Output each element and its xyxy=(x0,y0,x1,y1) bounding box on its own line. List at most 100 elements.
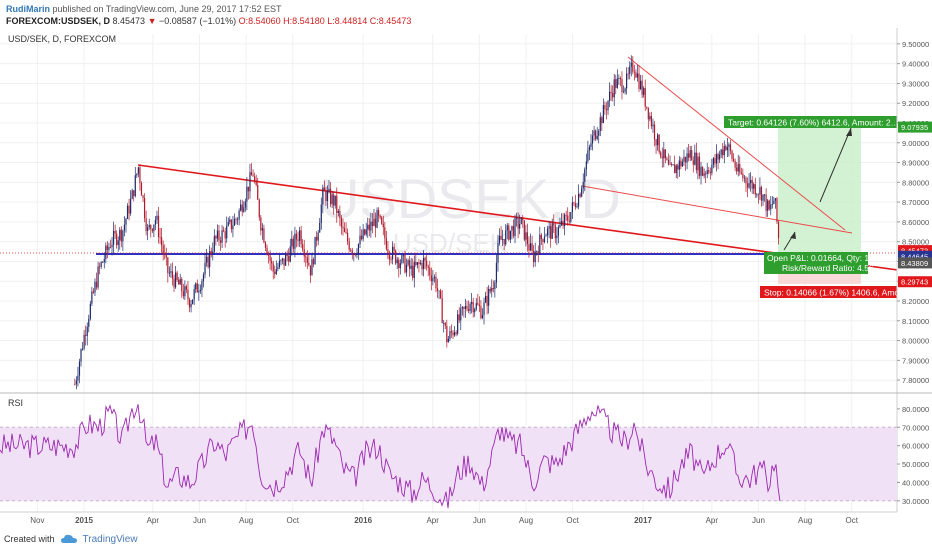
candle-body xyxy=(771,204,773,205)
candle-body xyxy=(477,303,479,305)
candle-body xyxy=(91,291,93,304)
target-zone[interactable] xyxy=(778,125,861,253)
candle-body xyxy=(694,152,696,165)
x-tick-label: Jun xyxy=(752,516,765,525)
candle-body xyxy=(461,307,463,309)
candle-body xyxy=(94,281,96,293)
candle-body xyxy=(748,183,750,188)
candle-body xyxy=(568,220,570,222)
candle-body xyxy=(762,194,764,201)
candle-body xyxy=(240,204,242,211)
candle-body xyxy=(526,232,529,245)
candle-body xyxy=(488,288,490,306)
candle-body xyxy=(484,295,487,303)
candle-body xyxy=(283,258,285,266)
candle-body xyxy=(632,62,634,72)
time-axis[interactable] xyxy=(0,512,932,528)
candle-body xyxy=(384,227,386,239)
candle-body xyxy=(373,218,375,227)
candle-body xyxy=(112,230,115,245)
channel-upper-line[interactable] xyxy=(627,56,846,231)
candle-body xyxy=(288,256,290,262)
candle-body xyxy=(381,217,383,224)
candle-body xyxy=(244,201,246,208)
candle-body xyxy=(109,247,112,248)
candle-body xyxy=(303,249,305,257)
candle-body xyxy=(554,225,556,239)
candle-body xyxy=(756,194,758,196)
author-link[interactable]: RudiMarin xyxy=(6,4,50,14)
candles[interactable] xyxy=(74,55,780,390)
candle-body xyxy=(128,205,130,214)
candle-body xyxy=(601,117,603,124)
candle-body xyxy=(426,260,428,267)
candle-body xyxy=(598,131,600,136)
candle-body xyxy=(422,257,425,270)
candle-body xyxy=(740,172,742,174)
candle-body xyxy=(243,207,245,212)
candle-body xyxy=(591,135,594,144)
candle-body xyxy=(691,150,693,161)
target-label[interactable]: Target: 0.64126 (7.60%) 6412.6, Amount: … xyxy=(724,116,899,128)
created-with-label: Created with xyxy=(4,534,55,544)
target-arrowhead-icon xyxy=(846,128,852,136)
candle-body xyxy=(261,228,263,231)
candle-body xyxy=(421,262,423,270)
candle-body xyxy=(343,228,346,232)
candle-body xyxy=(674,164,676,174)
candle-body xyxy=(624,88,626,92)
candle-body xyxy=(342,226,344,229)
channel-lower-line[interactable] xyxy=(581,185,853,234)
candle-body xyxy=(615,79,617,88)
candle-body xyxy=(731,150,733,159)
candle-body xyxy=(322,187,324,205)
candle-body xyxy=(447,338,449,343)
candle-body xyxy=(292,238,294,249)
candle-body xyxy=(613,79,615,98)
chart-svg[interactable]: USDSEK, D USD/SEK USD/SEK, D, FOREXCOM T… xyxy=(0,28,932,528)
candle-body xyxy=(305,256,307,258)
x-tick-label: Aug xyxy=(239,516,253,525)
candle-body xyxy=(542,239,544,243)
price-tag xyxy=(898,250,932,262)
candle-body xyxy=(221,230,223,243)
chart-frame[interactable]: USDSEK, D USD/SEK USD/SEK, D, FOREXCOM T… xyxy=(0,28,932,528)
candle-body xyxy=(714,158,716,164)
candle-body xyxy=(500,235,502,240)
candle-body xyxy=(181,278,183,292)
candle-body xyxy=(646,106,648,108)
candle-body xyxy=(534,251,536,263)
candle-body xyxy=(629,66,631,74)
candle-body xyxy=(639,80,642,89)
rsi-tick-label: 40.0000 xyxy=(902,478,929,487)
candle-body xyxy=(432,278,434,282)
candle-body xyxy=(449,331,451,339)
candle-body xyxy=(102,262,104,263)
candle-body xyxy=(587,150,589,162)
candle-body xyxy=(137,167,139,174)
candle-body xyxy=(247,186,250,192)
candle-body xyxy=(216,230,219,239)
candle-body xyxy=(269,255,271,261)
candle-body xyxy=(274,271,276,275)
candle-body xyxy=(75,380,77,385)
candle-body xyxy=(187,289,189,300)
stop-label[interactable]: Stop: 0.14066 (1.67%) 1406.6, Amount: 75… xyxy=(760,286,932,298)
candle-body xyxy=(207,256,209,268)
rsi-line[interactable] xyxy=(0,404,781,509)
y-tick-label: 9.30000 xyxy=(902,79,929,88)
candle-body xyxy=(396,259,398,264)
candle-body xyxy=(670,163,673,165)
candle-body xyxy=(233,218,236,226)
candle-body xyxy=(621,79,623,93)
candle-body xyxy=(154,219,157,225)
open-pl-label[interactable]: Open P&L: 0.01664, Qty: 1777 Risk/Reward… xyxy=(764,252,884,274)
tradingview-brand[interactable]: TradingView xyxy=(82,533,138,545)
candle-body xyxy=(562,220,564,227)
candle-body xyxy=(453,332,456,336)
last-price: 8.45473 xyxy=(112,16,146,26)
candle-body xyxy=(494,282,496,290)
candle-body xyxy=(512,225,515,237)
candle-body xyxy=(295,233,298,240)
candle-body xyxy=(387,249,389,253)
